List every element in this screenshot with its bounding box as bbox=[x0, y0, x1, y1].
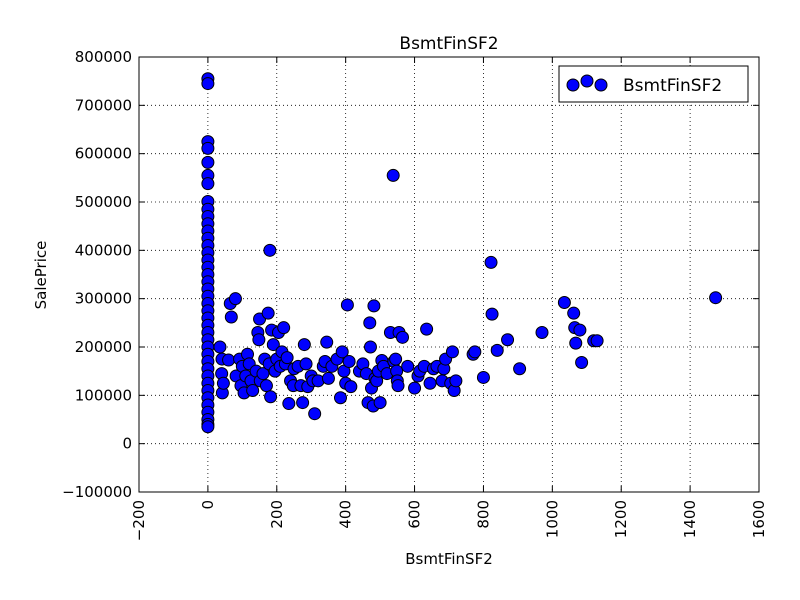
y-tick-label: 200000 bbox=[75, 338, 132, 356]
scatter-point bbox=[320, 335, 334, 349]
scatter-point bbox=[408, 381, 422, 395]
scatter-point bbox=[445, 345, 459, 359]
scatter-point bbox=[334, 391, 347, 405]
legend-marker bbox=[594, 78, 608, 92]
y-tick-label: −100000 bbox=[62, 483, 132, 501]
scatter-point bbox=[484, 255, 498, 269]
chart-title: BsmtFinSF2 bbox=[399, 34, 498, 54]
scatter-point bbox=[308, 407, 322, 421]
x-tick-label: 200 bbox=[268, 500, 286, 529]
x-tick-label: −200 bbox=[130, 500, 148, 541]
scatter-point bbox=[201, 155, 215, 169]
scatter-point bbox=[252, 333, 266, 347]
scatter-point bbox=[340, 298, 354, 312]
y-tick-label: 600000 bbox=[75, 145, 132, 163]
axis-ticks: −200 0 200 400 600 800 1000 1200 1400 1600 −100000… bbox=[62, 48, 768, 541]
y-tick-label: 500000 bbox=[75, 193, 132, 211]
x-tick-label: 1600 bbox=[750, 500, 768, 538]
scatter-point bbox=[280, 351, 294, 365]
scatter-point bbox=[213, 340, 227, 354]
scatter-point bbox=[420, 322, 434, 336]
scatter-point bbox=[709, 291, 723, 305]
scatter-point bbox=[535, 326, 549, 339]
scatter-point bbox=[573, 323, 587, 337]
scatter-point bbox=[401, 359, 415, 373]
scatter-point bbox=[259, 379, 273, 393]
y-tick-label: 300000 bbox=[75, 290, 132, 308]
scatter-point bbox=[476, 370, 490, 384]
scatter-point bbox=[396, 330, 409, 344]
legend-marker bbox=[566, 78, 580, 92]
scatter-point bbox=[266, 338, 280, 352]
scatter-point bbox=[201, 77, 215, 91]
scatter-point bbox=[201, 420, 215, 434]
scatter-point bbox=[256, 367, 270, 381]
x-tick-label: 800 bbox=[474, 500, 492, 529]
scatter-point bbox=[261, 306, 275, 320]
x-tick-label: 0 bbox=[199, 500, 217, 510]
scatter-point bbox=[363, 316, 377, 330]
scatter-point bbox=[277, 321, 291, 335]
y-tick-label: 800000 bbox=[75, 48, 132, 66]
scatter-point bbox=[391, 379, 405, 393]
scatter-point bbox=[201, 177, 215, 191]
y-tick-label: 400000 bbox=[75, 241, 132, 259]
y-tick-label: 0 bbox=[122, 435, 132, 453]
scatter-point bbox=[216, 376, 230, 390]
scatter-point bbox=[299, 357, 313, 371]
scatter-point bbox=[490, 343, 504, 357]
y-tick-label: 100000 bbox=[75, 386, 132, 404]
x-tick-label: 1000 bbox=[543, 500, 561, 538]
y-axis-label: SalePrice bbox=[32, 241, 50, 310]
scatter-point bbox=[575, 355, 589, 369]
scatter-point bbox=[297, 338, 311, 352]
scatter-point bbox=[367, 299, 381, 313]
legend-label: BsmtFinSF2 bbox=[623, 76, 722, 96]
scatter-point bbox=[373, 396, 387, 410]
scatter-point bbox=[321, 371, 335, 385]
scatter-point bbox=[569, 336, 583, 350]
x-axis-label: BsmtFinSF2 bbox=[405, 550, 493, 568]
x-tick-label: 400 bbox=[337, 500, 355, 529]
scatter-point bbox=[246, 384, 260, 397]
scatter-point bbox=[224, 310, 238, 324]
scatter-point bbox=[335, 345, 349, 359]
scatter-point bbox=[342, 355, 356, 368]
scatter-point bbox=[386, 168, 400, 182]
scatter-point bbox=[344, 380, 358, 394]
x-tick-label: 1400 bbox=[681, 500, 699, 538]
scatter-point bbox=[423, 376, 437, 390]
x-tick-label: 600 bbox=[406, 500, 424, 529]
scatter-point bbox=[201, 141, 215, 155]
legend-marker bbox=[580, 74, 594, 88]
scatter-point bbox=[282, 397, 296, 411]
scatter-point bbox=[590, 334, 604, 348]
scatter-points bbox=[201, 72, 723, 434]
legend: BsmtFinSF2 bbox=[558, 65, 749, 103]
plot-frame bbox=[138, 56, 760, 493]
scatter-point bbox=[557, 296, 571, 310]
scatter-point bbox=[222, 353, 236, 367]
scatter-point bbox=[501, 333, 515, 347]
x-tick-label: 1200 bbox=[612, 500, 630, 538]
scatter-point bbox=[296, 396, 310, 410]
scatter-point bbox=[513, 362, 527, 376]
scatter-point bbox=[263, 243, 277, 257]
scatter-point bbox=[567, 306, 581, 320]
y-tick-label: 700000 bbox=[75, 96, 132, 114]
scatter-point bbox=[363, 340, 377, 354]
scatter-point bbox=[264, 390, 278, 404]
scatter-point bbox=[449, 374, 463, 388]
scatter-point bbox=[389, 352, 403, 366]
scatter-point bbox=[485, 307, 499, 321]
scatter-point bbox=[228, 292, 242, 306]
scatter-point bbox=[468, 345, 482, 359]
